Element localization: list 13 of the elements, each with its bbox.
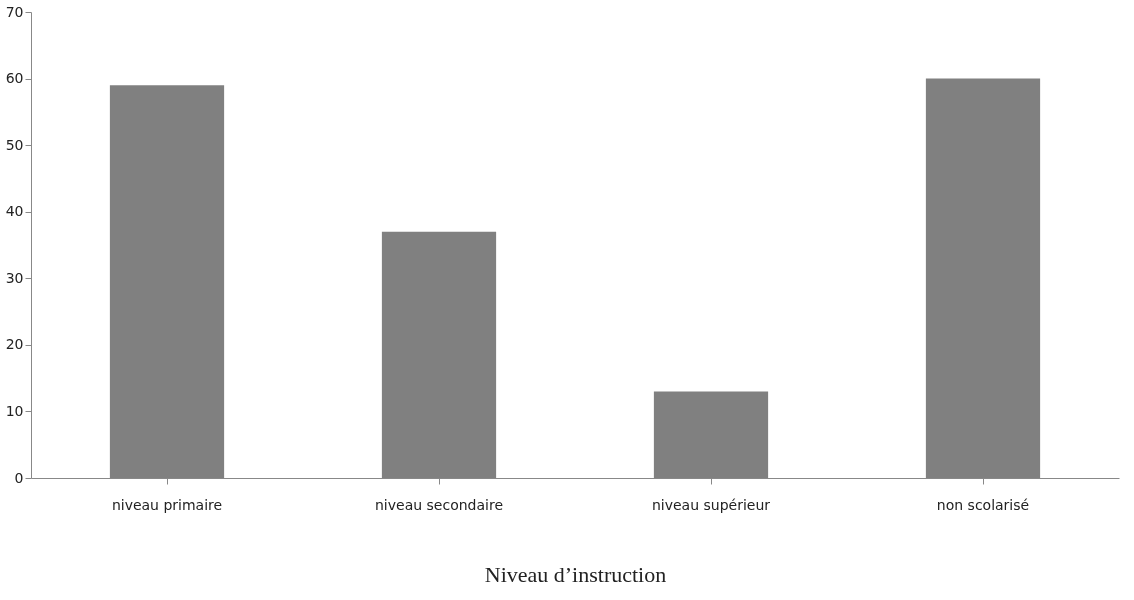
y-tick-label: 50 xyxy=(5,136,24,153)
x-tick-label: niveau supérieur xyxy=(651,496,771,513)
y-tick-label: 40 xyxy=(5,203,24,220)
y-tick-label: 30 xyxy=(5,269,24,286)
y-tick-label: 70 xyxy=(5,3,24,20)
x-axis-title: Niveau d’instruction xyxy=(484,561,667,587)
y-tick-label: 0 xyxy=(14,469,24,486)
x-tick-label: niveau primaire xyxy=(111,496,223,513)
x-tick-label: niveau secondaire xyxy=(374,496,504,513)
y-tick-label: 60 xyxy=(5,70,24,87)
x-tick-label: non scolarisé xyxy=(936,496,1030,513)
y-tick-label: 20 xyxy=(5,336,24,353)
y-tick-label: 10 xyxy=(5,402,24,419)
